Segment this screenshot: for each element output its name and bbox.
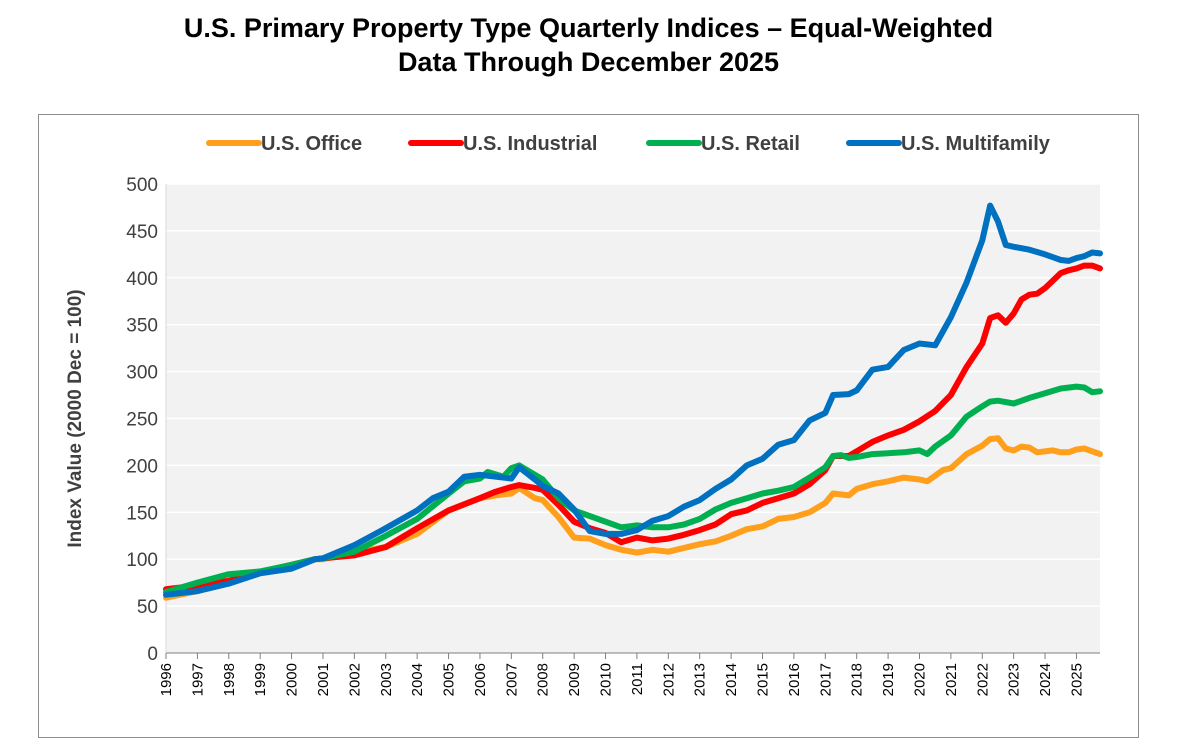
x-tick-label: 2014	[723, 663, 740, 696]
y-tick-label: 50	[137, 597, 158, 618]
x-tick-label: 2005	[441, 663, 458, 696]
x-tick-label: 2017	[817, 663, 834, 696]
x-tick-label: 2025	[1068, 663, 1085, 696]
x-tick-label: 2019	[880, 663, 897, 696]
x-tick-label: 2006	[472, 663, 489, 696]
legend-label: U.S. Industrial	[463, 133, 597, 155]
x-tick-label: 2003	[378, 663, 395, 696]
legend: U.S. Office U.S. Industrial U.S. Retail U.S…	[206, 133, 1051, 155]
x-tick-label: 2023	[1006, 663, 1023, 696]
x-tick-label: 1999	[252, 663, 269, 696]
y-tick-label: 400	[126, 269, 158, 290]
x-tick-label: 2002	[346, 663, 363, 696]
x-tick-label: 2001	[315, 663, 332, 696]
chart-title: U.S. Primary Property Type Quarterly Ind…	[183, 13, 994, 43]
x-tick-label: 2009	[566, 663, 583, 696]
y-tick-label: 100	[126, 550, 158, 571]
chart-area: 0 50 100 150 200 250 300 350 400 450 500 1996 1997 1…	[38, 114, 1139, 738]
x-tick-label: 2013	[692, 663, 709, 696]
x-tick-label: 2008	[535, 663, 552, 696]
x-tick-label: 2004	[409, 663, 426, 696]
x-tick-label: 2015	[755, 663, 772, 696]
y-tick-label: 200	[126, 456, 158, 477]
x-tick-label: 2024	[1037, 663, 1054, 696]
y-tick-label: 350	[126, 316, 158, 337]
x-tick-label: 2010	[598, 663, 615, 696]
x-tick-label: 2021	[943, 663, 960, 696]
x-axis-ticks: 1996 1997 1998 1999 2000 2001 2002 2003 2004 2005…	[158, 653, 1085, 696]
axes	[165, 184, 1100, 654]
x-tick-label: 1996	[158, 663, 175, 696]
series-line-u-s-multifamily	[163, 202, 1103, 598]
series-line-u-s-retail	[163, 383, 1103, 595]
y-tick-label: 500	[126, 175, 158, 196]
x-tick-label: 2016	[786, 663, 803, 696]
series-line-u-s-industrial	[163, 262, 1103, 593]
y-tick-label: 150	[126, 503, 158, 524]
x-tick-label: 2020	[911, 663, 928, 696]
series-layer	[163, 202, 1103, 601]
x-tick-label: 1998	[221, 663, 238, 696]
legend-label: U.S. Office	[261, 133, 362, 155]
y-tick-label: 250	[126, 410, 158, 431]
y-tick-label: 450	[126, 222, 158, 243]
y-axis-ticks: 0 50 100 150 200 250 300 350 400 450 500	[126, 175, 158, 665]
y-tick-label: 300	[126, 363, 158, 384]
legend-label: U.S. Retail	[701, 133, 800, 155]
legend-label: U.S. Multifamily	[901, 133, 1051, 155]
y-axis-label: Index Value (2000 Dec = 100)	[65, 289, 86, 547]
x-tick-label: 2018	[849, 663, 866, 696]
x-tick-label: 2000	[284, 663, 301, 696]
y-tick-label: 0	[147, 644, 158, 665]
x-tick-label: 2022	[974, 663, 991, 696]
x-tick-label: 2011	[629, 663, 646, 695]
x-tick-label: 2012	[660, 663, 677, 696]
x-tick-label: 1997	[189, 663, 206, 696]
chart-subtitle: Data Through December 2025	[397, 47, 780, 77]
x-tick-label: 2007	[503, 663, 520, 696]
